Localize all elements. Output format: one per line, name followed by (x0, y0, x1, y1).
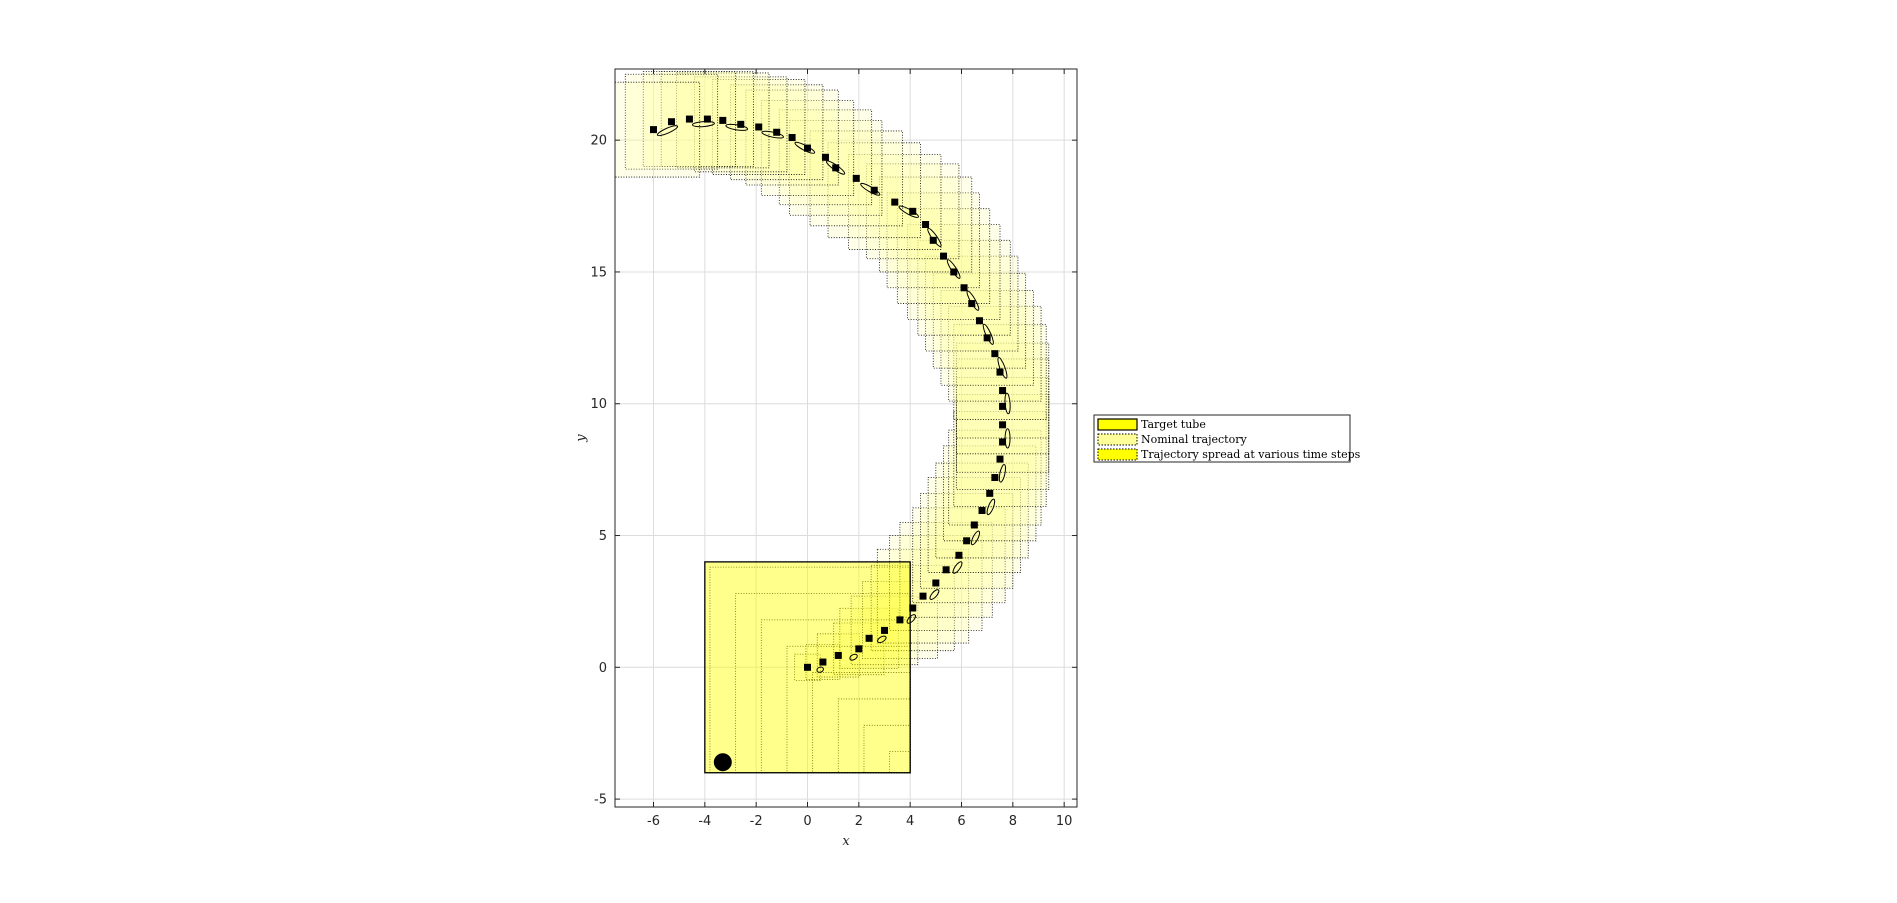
y-tick-label: -5 (594, 793, 607, 808)
spread-ellipse (970, 530, 981, 546)
grid-lines (615, 69, 1077, 807)
x-tick-label: 0 (803, 814, 811, 829)
trajectory-point (737, 120, 745, 128)
y-axis-label: y (574, 434, 589, 443)
trajectory-point (970, 521, 978, 529)
trajectory-point (832, 164, 840, 172)
trajectory-point (909, 207, 917, 215)
initial-point-marker (713, 753, 732, 772)
x-tick-label: 10 (1056, 814, 1073, 829)
trajectory-point (804, 144, 811, 152)
y-tick-label: 10 (590, 397, 607, 412)
spread-ellipse (656, 125, 679, 137)
tick-labels: -6 -4 -2 0 2 4 6 8 10 -5 0 5 10 15 20 (590, 69, 1077, 829)
nominal-trajectory-markers (650, 115, 1007, 671)
trajectory-point (703, 115, 711, 123)
plot-area (615, 69, 1077, 807)
trajectory-point (909, 604, 917, 612)
trajectory-point (986, 489, 994, 497)
x-tick-label: -4 (698, 814, 711, 829)
y-tick-label: 15 (590, 265, 607, 280)
spread-ellipse (691, 120, 715, 128)
x-tick-label: 2 (855, 814, 863, 829)
y-tick-label: 20 (590, 134, 607, 149)
trajectory-point (978, 506, 986, 514)
trajectory-point (963, 537, 971, 545)
trajectory-point (773, 128, 781, 136)
trajectory-point (855, 645, 863, 653)
trajectory-point (896, 616, 904, 624)
trajectory-point (865, 634, 873, 642)
legend-label-trajectory-spread: Trajectory spread at various time steps (1141, 448, 1361, 461)
trajectory-point (932, 579, 940, 587)
spread-ellipse (877, 635, 887, 644)
trajectory-point (996, 368, 1004, 376)
x-tick-label: 6 (957, 814, 965, 829)
trajectory-point (929, 236, 937, 244)
y-tick-label: 5 (599, 529, 607, 544)
trajectory-point (999, 402, 1007, 410)
trajectory-point (685, 115, 693, 123)
trajectory-point (999, 387, 1007, 395)
x-axis-label: x (842, 834, 850, 849)
spread-ellipse (986, 498, 996, 516)
trajectory-point (755, 123, 763, 131)
trajectory-point (788, 134, 796, 142)
trajectory-point (996, 455, 1004, 463)
trajectory-point (667, 118, 675, 126)
spread-ellipse (929, 589, 940, 600)
spread-box (615, 81, 701, 178)
trajectory-point (991, 474, 999, 482)
trajectory-point (650, 126, 657, 134)
trajectory-point (975, 317, 983, 325)
trajectory-point (819, 658, 827, 666)
spread-ellipse (849, 653, 858, 661)
trajectory-point (950, 268, 958, 276)
trajectory-point (870, 186, 878, 194)
trajectory-point (821, 153, 829, 161)
spread-ellipse (816, 666, 824, 673)
trajectory-point (891, 198, 899, 206)
trajectory-point (983, 334, 991, 342)
x-tick-label: -6 (647, 814, 660, 829)
spread-ellipse (1004, 428, 1011, 449)
spread-ellipse (952, 561, 963, 574)
trajectory-point (960, 284, 968, 292)
trajectory-point (881, 626, 888, 634)
trajectory-point (922, 221, 930, 229)
x-tick-label: -2 (750, 814, 763, 829)
spread-ellipse (725, 123, 749, 131)
trajectory-point (834, 651, 842, 659)
trajectory-point (804, 663, 811, 671)
trajectory-point (999, 421, 1007, 429)
trajectory-point (955, 551, 963, 559)
legend-label-target-tube: Target tube (1141, 418, 1206, 431)
trajectory-point (999, 438, 1007, 446)
spread-ellipse (906, 614, 917, 624)
y-tick-label: 0 (599, 661, 607, 676)
legend-swatch-target-tube (1097, 418, 1138, 431)
trajectory-point (968, 300, 976, 308)
spread-ellipse (998, 464, 1007, 483)
legend-swatch-nominal-trajectory (1097, 433, 1138, 446)
trajectory-point (942, 566, 950, 574)
x-tick-label: 4 (906, 814, 914, 829)
legend-label-nominal-trajectory: Nominal trajectory (1141, 433, 1247, 446)
x-tick-label: 8 (1009, 814, 1017, 829)
trajectory-point (852, 174, 860, 182)
legend: Target tube Nominal trajectory Trajector… (1093, 414, 1361, 463)
trajectory-point (719, 116, 727, 124)
trajectory-point (940, 252, 948, 260)
plot-border (614, 68, 1078, 808)
trajectory-point (919, 592, 927, 600)
trajectory-point (991, 350, 999, 358)
legend-swatch-trajectory-spread (1097, 448, 1138, 461)
